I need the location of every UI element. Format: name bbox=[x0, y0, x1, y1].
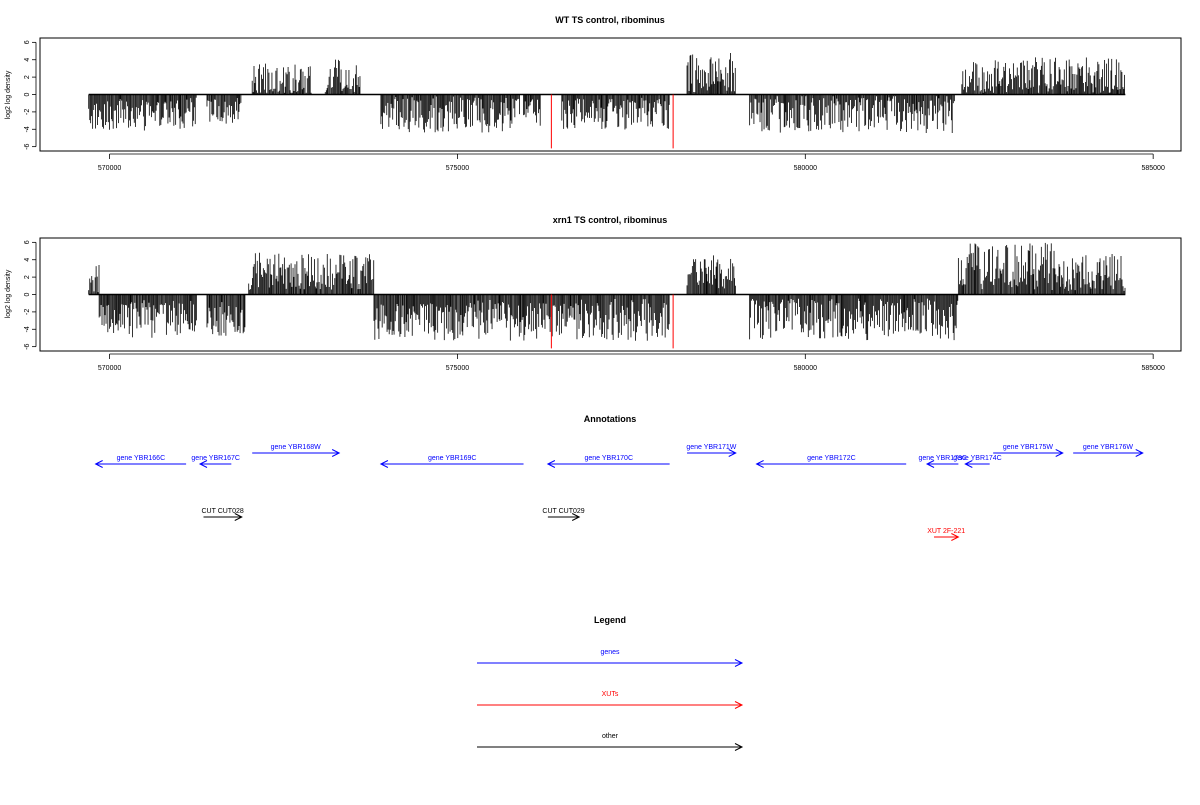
y-tick-label: -4 bbox=[24, 126, 31, 132]
legend-title: Legend bbox=[594, 615, 626, 625]
x-tick-label: 570000 bbox=[98, 365, 121, 372]
feature-arrowhead bbox=[728, 449, 737, 457]
wt-y-axis: -6 -4 -2 0 2 4 6 bbox=[24, 40, 37, 150]
legend: Legend genes XUTs other bbox=[477, 615, 744, 751]
y-tick-label: -6 bbox=[24, 143, 31, 149]
feature-arrowhead bbox=[234, 513, 243, 521]
feature-label: gene YBR170C bbox=[584, 455, 633, 462]
y-tick-label: 2 bbox=[24, 75, 31, 79]
feature-label: gene YBR175W bbox=[1003, 444, 1053, 451]
feature-gene: gene YBR172C bbox=[755, 455, 907, 468]
feature-label: gene YBR172C bbox=[807, 455, 856, 462]
legend-items: genes XUTs other bbox=[477, 649, 744, 751]
feature-arrowhead bbox=[546, 460, 556, 468]
feature-gene: gene YBR171W bbox=[686, 444, 737, 457]
legend-label: other bbox=[602, 733, 619, 740]
feature-label: XUT 2F-221 bbox=[927, 528, 965, 535]
legend-label: XUTs bbox=[602, 691, 619, 698]
legend-item: XUTs bbox=[477, 691, 744, 709]
feature-arrowhead bbox=[1055, 449, 1064, 457]
wt-x-axis: 570000 575000 580000 585000 bbox=[98, 153, 1165, 172]
annotations-track: Annotations gene YBR166C gene YBR167Cgene… bbox=[94, 414, 1144, 541]
legend-item: genes bbox=[477, 649, 744, 667]
feature-arrowhead bbox=[951, 533, 960, 541]
y-tick-label: 6 bbox=[24, 240, 31, 244]
y-tick-label: 0 bbox=[24, 92, 31, 96]
wt-panel-title: WT TS control, ribominus bbox=[555, 15, 665, 25]
y-tick-label: 4 bbox=[24, 258, 31, 262]
feature-arrowhead bbox=[198, 460, 208, 468]
legend-arrowhead bbox=[734, 701, 744, 709]
feature-gene: gene YBR166C bbox=[94, 455, 187, 468]
feature-gene: gene YBR169C bbox=[379, 455, 524, 468]
feature-gene: gene YBR175W bbox=[993, 444, 1064, 457]
xrn1-panel-title: xrn1 TS control, ribominus bbox=[553, 215, 668, 225]
wt-bars bbox=[88, 53, 1126, 149]
wt-ylabel: log2 log density bbox=[5, 70, 12, 119]
feature-gene: gene YBR173C bbox=[918, 455, 967, 468]
feature-gene: gene YBR167C bbox=[191, 455, 240, 468]
feature-arrowhead bbox=[925, 460, 935, 468]
feature-arrowhead bbox=[964, 460, 973, 468]
feature-arrowhead bbox=[755, 460, 764, 468]
feature-label: gene YBR169C bbox=[428, 455, 477, 462]
xrn1-bars bbox=[88, 242, 1126, 349]
y-tick-label: -2 bbox=[24, 109, 31, 115]
feature-gene: gene YBR170C bbox=[546, 455, 670, 468]
legend-label: genes bbox=[600, 649, 620, 656]
legend-item: other bbox=[477, 733, 744, 751]
feature-arrowhead bbox=[571, 513, 581, 521]
legend-arrowhead bbox=[734, 659, 744, 667]
feature-arrows: gene YBR166C gene YBR167C gene YBR168W gene… bbox=[94, 444, 1144, 541]
feature-arrowhead bbox=[379, 460, 389, 468]
legend-arrowhead bbox=[734, 743, 744, 751]
x-tick-label: 585000 bbox=[1141, 165, 1164, 172]
feature-other: CUT CUT029 bbox=[542, 508, 585, 521]
y-tick-label: 0 bbox=[24, 292, 31, 296]
x-tick-label: 585000 bbox=[1141, 365, 1164, 372]
xrn1-y-axis: -6 -4 -2 0 2 4 6 bbox=[24, 240, 37, 350]
feature-gene: gene YBR174C bbox=[953, 455, 1002, 468]
feature-arrowhead bbox=[94, 460, 103, 468]
feature-label: gene YBR173C bbox=[918, 455, 967, 462]
feature-label: gene YBR174C bbox=[953, 455, 1002, 462]
feature-label: CUT CUT028 bbox=[201, 508, 243, 515]
x-tick-label: 575000 bbox=[446, 365, 469, 372]
x-tick-label: 575000 bbox=[446, 165, 469, 172]
xrn1-panel: xrn1 TS control, ribominus log2 log dens… bbox=[5, 215, 1182, 372]
feature-other: CUT CUT028 bbox=[201, 508, 244, 521]
y-tick-label: -6 bbox=[24, 343, 31, 349]
annotations-title: Annotations bbox=[584, 414, 637, 424]
feature-label: gene YBR168W bbox=[271, 444, 321, 451]
xrn1-plot-frame bbox=[39, 237, 1182, 352]
y-tick-label: -4 bbox=[24, 326, 31, 332]
y-tick-label: 2 bbox=[24, 275, 31, 279]
feature-label: CUT CUT029 bbox=[542, 508, 584, 515]
feature-label: gene YBR167C bbox=[191, 455, 240, 462]
x-tick-label: 570000 bbox=[98, 165, 121, 172]
feature-label: gene YBR166C bbox=[117, 455, 166, 462]
wt-panel: WT TS control, ribominus log2 log densit… bbox=[5, 15, 1182, 172]
xrn1-ylabel: log2 log density bbox=[5, 269, 12, 318]
x-tick-label: 580000 bbox=[794, 165, 817, 172]
feature-xut: XUT 2F-221 bbox=[927, 528, 965, 541]
feature-gene: gene YBR168W bbox=[252, 444, 341, 457]
y-tick-label: -2 bbox=[24, 309, 31, 315]
y-tick-label: 6 bbox=[24, 40, 31, 44]
feature-arrowhead bbox=[1135, 449, 1144, 457]
xrn1-x-axis: 570000 575000 580000 585000 bbox=[98, 353, 1165, 372]
feature-label: gene YBR176W bbox=[1083, 444, 1133, 451]
y-tick-label: 4 bbox=[24, 58, 31, 62]
feature-label: gene YBR171W bbox=[686, 444, 736, 451]
x-tick-label: 580000 bbox=[794, 365, 817, 372]
feature-arrowhead bbox=[331, 449, 341, 457]
feature-gene: gene YBR176W bbox=[1073, 444, 1144, 457]
wt-plot-frame bbox=[39, 37, 1182, 152]
